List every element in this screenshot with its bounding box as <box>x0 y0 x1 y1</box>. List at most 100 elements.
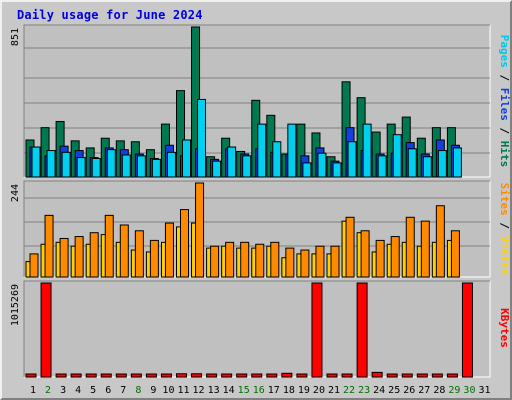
pages-bar <box>61 151 71 178</box>
x-axis-day-label: 5 <box>90 385 96 396</box>
series-legend-label-part: Hits <box>498 141 511 168</box>
kbytes-bar <box>266 373 278 378</box>
sites-bar <box>225 241 235 278</box>
x-axis-day-label: 26 <box>403 385 415 396</box>
pages-bar <box>166 151 176 178</box>
sites-bar <box>405 216 415 278</box>
chart-panel-shadow <box>23 24 490 177</box>
kbytes-bar <box>40 282 52 378</box>
sites-bar <box>149 239 159 278</box>
y-axis-max-labels: 851 244 1015269 <box>10 28 21 326</box>
series-legend-label-part: / <box>498 68 511 88</box>
sites-bar <box>240 241 250 278</box>
series-legend-label: Sites / Visits <box>498 183 511 276</box>
x-axis-day-label: 31 <box>478 385 490 396</box>
sites-bar <box>345 216 355 278</box>
sites-bar <box>104 214 114 278</box>
series-legend-label: Pages / Files / Hits <box>498 35 511 168</box>
sites-bar <box>119 224 129 278</box>
x-axis-day-label: 25 <box>388 385 400 396</box>
pages-bar <box>227 146 237 178</box>
kbytes-bar <box>461 282 473 378</box>
x-axis-day-label: 9 <box>150 385 156 396</box>
kbytes-bar <box>281 372 293 378</box>
sites-bar <box>195 182 205 278</box>
pages-bar <box>287 123 297 178</box>
sites-bar <box>315 245 325 278</box>
sites-bar <box>330 245 340 278</box>
x-axis-day-label: 29 <box>448 385 460 396</box>
kbytes-bar <box>371 371 383 378</box>
y-axis-max-label: 1015269 <box>10 284 21 326</box>
x-axis-day-label: 18 <box>283 385 295 396</box>
kbytes-bar <box>341 373 353 378</box>
pages-bar <box>182 139 191 178</box>
sites-bar <box>44 214 54 278</box>
kbytes-bar <box>416 373 428 378</box>
x-axis-day-label: 10 <box>162 385 174 396</box>
kbytes-bar <box>206 373 218 378</box>
kbytes-bar <box>115 373 127 378</box>
x-axis-day-label: 24 <box>373 385 385 396</box>
x-axis-day-label: 2 <box>45 385 51 396</box>
kbytes-bar <box>326 373 338 378</box>
sites-bar <box>134 230 144 278</box>
pages-bar <box>332 162 342 178</box>
x-axis-day-label: 28 <box>433 385 445 396</box>
sites-bar <box>29 253 39 278</box>
sites-bar <box>89 232 99 278</box>
series-legend-label-part: Visits <box>498 236 511 276</box>
sites-bar <box>435 205 445 278</box>
chart-panel-shadow <box>23 280 490 377</box>
series-legend-labels: Pages / Files / Hits Sites / Visits KBytes <box>498 35 511 348</box>
chart-panel <box>23 280 491 378</box>
kbytes-bar <box>401 373 413 378</box>
x-axis-day-label: 22 <box>343 385 355 396</box>
kbytes-bar <box>130 373 142 378</box>
series-legend-label-part: / <box>498 121 511 141</box>
sites-bar <box>375 239 385 278</box>
sites-bar <box>450 230 460 278</box>
pages-bar <box>91 157 101 178</box>
sites-bar <box>270 241 280 278</box>
kbytes-bar <box>236 373 248 378</box>
series-legend-label-part: Files <box>498 88 511 121</box>
sites-bar <box>164 222 174 278</box>
chart-bars <box>25 26 473 378</box>
sites-bar <box>210 245 220 278</box>
kbytes-bar <box>386 373 398 378</box>
pages-bar <box>437 150 447 178</box>
kbytes-bar <box>446 373 458 378</box>
kbytes-bar <box>145 373 157 378</box>
y-axis-max-label: 244 <box>10 184 21 202</box>
pages-bar <box>257 123 267 178</box>
y-axis-max-label: 851 <box>10 28 21 46</box>
pages-bar <box>392 134 402 178</box>
pages-bar <box>407 148 417 178</box>
kbytes-bar <box>431 373 443 378</box>
sites-bar <box>300 249 310 278</box>
series-legend-label-part: Pages <box>498 35 511 68</box>
kbytes-bar <box>191 373 203 378</box>
pages-bar <box>362 123 372 178</box>
x-axis-day-labels: 1 2 3 4 5 6 7 8 9 10 11 12 13 14 15 16 17 18 19 20 21 22 23 24 2… <box>30 385 491 396</box>
pages-bar <box>106 149 116 178</box>
kbytes-bar <box>25 373 37 378</box>
sites-bar <box>285 247 295 278</box>
x-axis-day-label: 20 <box>313 385 325 396</box>
x-axis-day-label: 15 <box>238 385 250 396</box>
x-axis-day-label: 17 <box>268 385 280 396</box>
series-legend-label-part: / <box>498 216 511 236</box>
pages-bar <box>212 160 222 178</box>
x-axis-day-label: 3 <box>60 385 66 396</box>
sites-bar <box>255 243 265 278</box>
x-axis-day-label: 4 <box>75 385 81 396</box>
kbytes-bar <box>251 373 263 378</box>
kbytes-bar <box>296 373 308 378</box>
series-legend-label-part: Sites <box>498 183 511 216</box>
pages-bar <box>347 141 357 178</box>
pages-bar <box>46 150 56 178</box>
sites-bar <box>180 209 189 278</box>
sites-bar <box>390 236 400 278</box>
